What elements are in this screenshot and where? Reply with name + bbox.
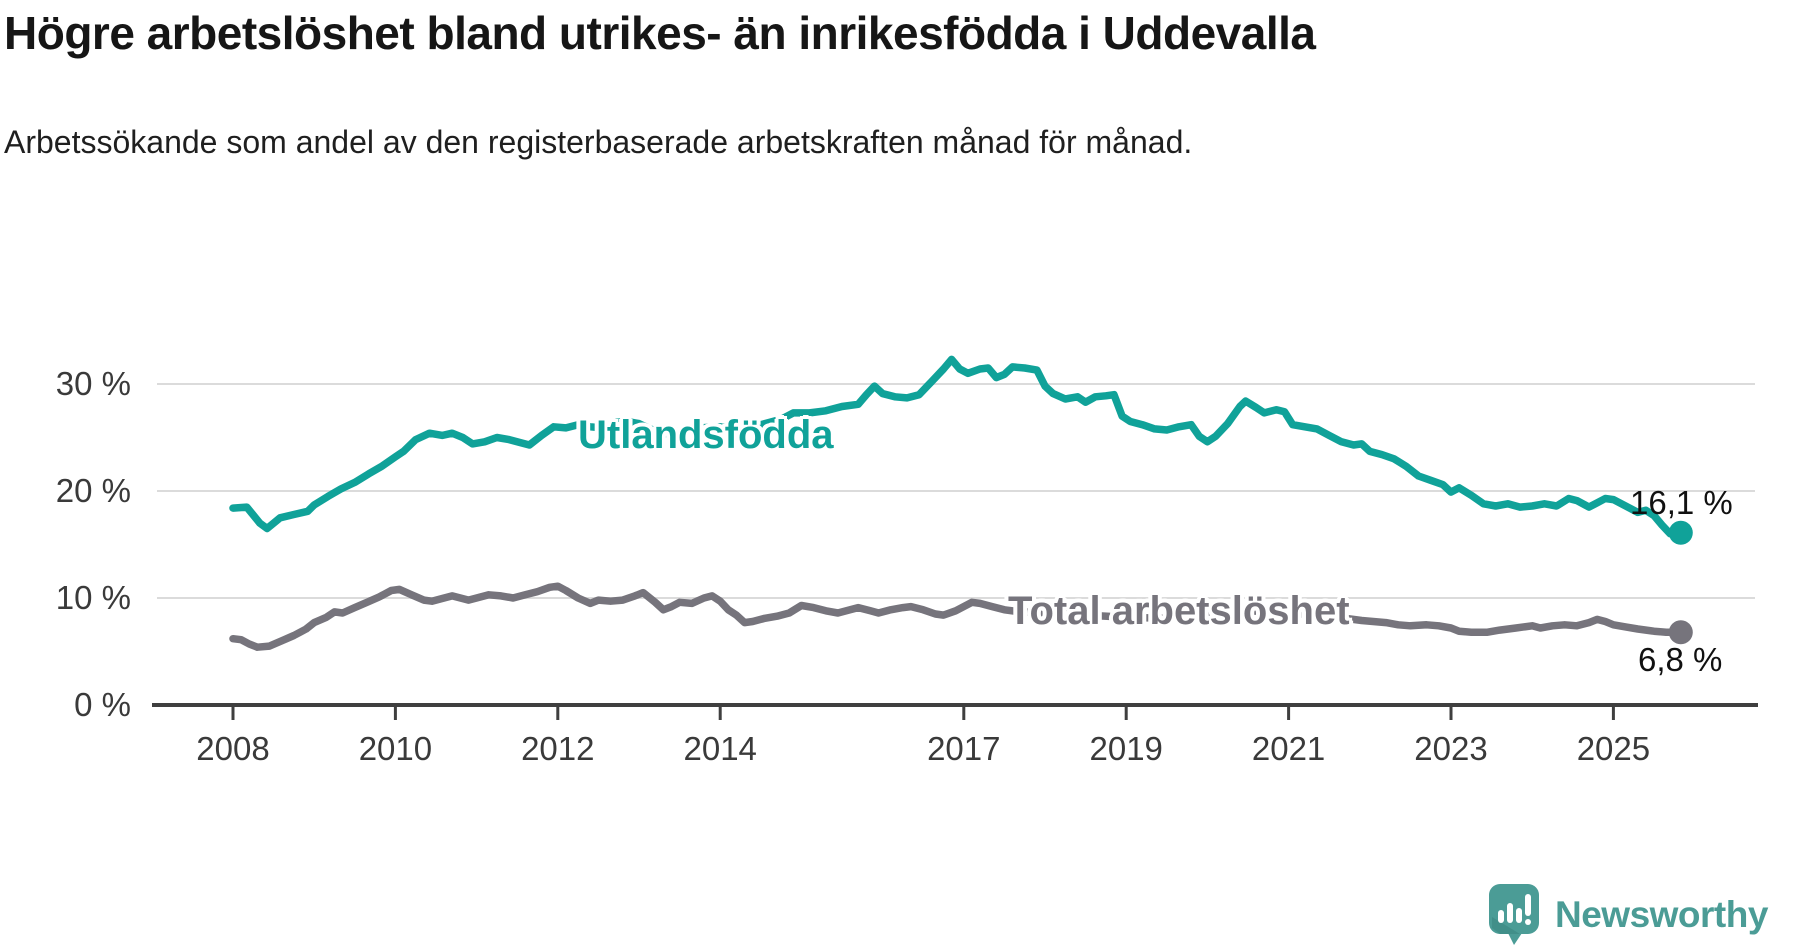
chart-speech-bubble-icon bbox=[1489, 884, 1539, 945]
x-axis-tick-label: 2012 bbox=[521, 730, 594, 767]
series-label-utlandsfodda: Utlandsfödda bbox=[578, 413, 834, 457]
end-value-label-total: 6,8 % bbox=[1638, 641, 1723, 678]
chart-subtitle: Arbetssökande som andel av den registerb… bbox=[4, 124, 1193, 160]
x-axis-tick-label: 2008 bbox=[196, 730, 269, 767]
end-value-label-utlandsfodda: 16,1 % bbox=[1630, 484, 1733, 521]
y-axis-tick-label: 10 % bbox=[56, 579, 131, 616]
y-axis-tick-label: 0 % bbox=[74, 686, 131, 723]
x-axis-tick-label: 2025 bbox=[1577, 730, 1650, 767]
y-axis-tick-label: 20 % bbox=[56, 472, 131, 509]
series-label-total-arbetsloshet: Total arbetslöshet bbox=[1008, 589, 1350, 633]
newsworthy-logo: Newsworthy bbox=[1488, 884, 1768, 946]
series-end-dot-total bbox=[1668, 620, 1693, 645]
newsworthy-logo-text: Newsworthy bbox=[1555, 894, 1768, 935]
series-line-utlandsfodda bbox=[229, 355, 1685, 538]
series-end-dot-utlandsfodda bbox=[1668, 520, 1693, 545]
y-axis-tick-label: 30 % bbox=[56, 365, 131, 402]
chart-title: Högre arbetslöshet bland utrikes- än inr… bbox=[4, 7, 1316, 59]
x-axis-tick-label: 2010 bbox=[359, 730, 432, 767]
x-axis-tick-label: 2017 bbox=[927, 730, 1000, 767]
x-axis-tick-label: 2023 bbox=[1414, 730, 1487, 767]
x-axis-tick-label: 2021 bbox=[1252, 730, 1325, 767]
x-axis-tick-label: 2019 bbox=[1089, 730, 1162, 767]
x-axis-tick-label: 2014 bbox=[683, 730, 756, 767]
series-line-total bbox=[229, 582, 1685, 651]
